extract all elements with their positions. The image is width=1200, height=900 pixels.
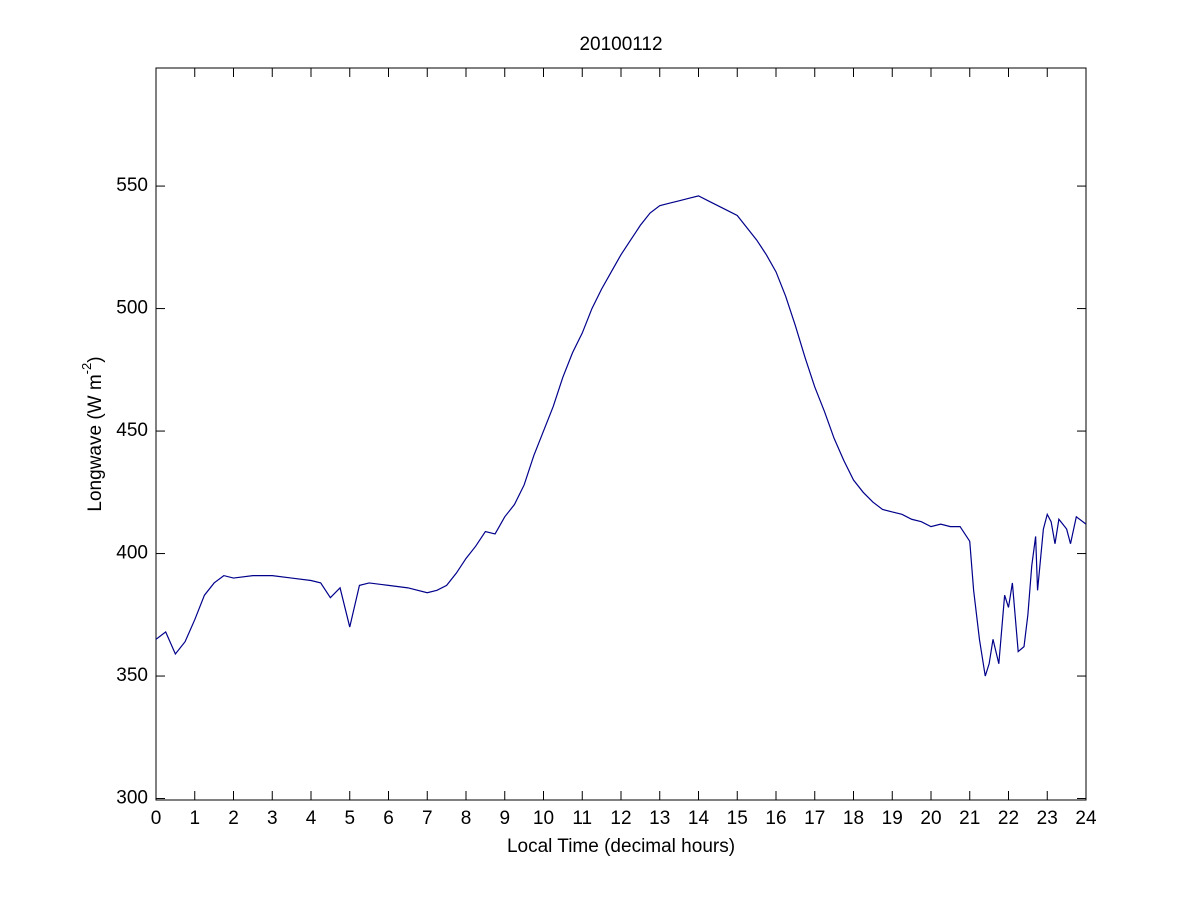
x-tick-label: 10	[533, 808, 554, 829]
x-tick-label: 23	[1037, 808, 1058, 829]
chart-title: 20100112	[579, 34, 662, 55]
y-axis-label-text: Longwave (W m	[85, 374, 106, 511]
y-tick-label: 500	[116, 298, 148, 319]
x-tick-label: 6	[383, 808, 394, 829]
x-tick-label: 4	[306, 808, 317, 829]
x-tick-label: 17	[804, 808, 825, 829]
x-tick-label: 0	[151, 808, 162, 829]
x-tick-label: 7	[422, 808, 433, 829]
x-tick-label: 12	[610, 808, 631, 829]
x-tick-label: 14	[688, 808, 710, 829]
x-tick-label: 16	[765, 808, 786, 829]
x-tick-label: 24	[1075, 808, 1097, 829]
x-tick-label: 19	[882, 808, 903, 829]
y-axis-label-sup: -2	[79, 363, 94, 375]
x-tick-label: 9	[499, 808, 510, 829]
x-tick-label: 3	[267, 808, 278, 829]
y-tick-label: 400	[116, 543, 148, 564]
y-tick-label: 350	[116, 665, 148, 686]
x-tick-label: 13	[649, 808, 670, 829]
x-tick-label: 1	[189, 808, 200, 829]
y-axis-label-suffix: )	[85, 356, 106, 362]
x-tick-label: 20	[920, 808, 941, 829]
data-line	[155, 195, 1087, 677]
y-tick-label: 550	[116, 175, 148, 196]
x-tick-label: 11	[572, 808, 592, 829]
plot-area	[155, 67, 1087, 801]
x-axis-label: Local Time (decimal hours)	[507, 836, 735, 857]
x-tick-label: 18	[843, 808, 864, 829]
y-axis-label: Longwave (W m-2)	[79, 356, 106, 511]
x-tick-label: 5	[344, 808, 355, 829]
x-tick-label: 22	[998, 808, 1019, 829]
y-tick-label: 300	[116, 788, 148, 809]
x-tick-label: 2	[228, 808, 239, 829]
x-tick-label: 8	[461, 808, 472, 829]
x-tick-label: 15	[727, 808, 748, 829]
x-tick-label: 21	[959, 808, 980, 829]
y-tick-label: 450	[116, 420, 148, 441]
